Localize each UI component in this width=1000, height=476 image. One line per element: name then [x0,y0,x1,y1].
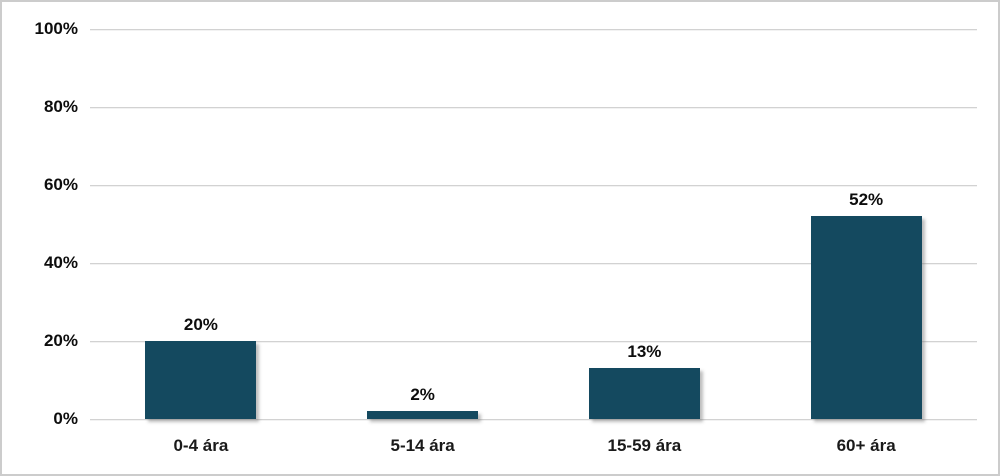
bar-15-59 ára [588,368,700,419]
y-axis-tick-label: 80% [43,97,78,116]
x-axis-category-label: 5-14 ára [390,436,455,455]
x-axis-category-label: 0-4 ára [173,436,229,455]
bar-5-14 ára [367,411,479,419]
bar-value-label: 2% [410,385,435,405]
y-axis-tick-label: 0% [53,409,78,428]
bar-value-label: 13% [627,342,662,362]
bar-value-label: 20% [183,315,218,334]
y-axis-tick-label: 40% [43,253,78,272]
y-axis-tick-label: 20% [43,331,78,350]
x-axis-category-label: 15-59 ára [607,436,682,455]
bar-value-label: 52% [849,190,884,210]
bar-60+ ára [810,216,922,419]
y-axis-tick-label: 60% [43,175,78,194]
gridline [90,184,977,186]
gridline [90,340,977,342]
gridline [90,262,977,264]
gridline [90,418,977,420]
gridline [90,106,977,108]
y-axis-tick-label: 100% [34,19,78,38]
bar-0-4 ára [145,341,257,419]
gridline [90,28,977,30]
x-axis-category-label: 60+ ára [836,436,896,455]
